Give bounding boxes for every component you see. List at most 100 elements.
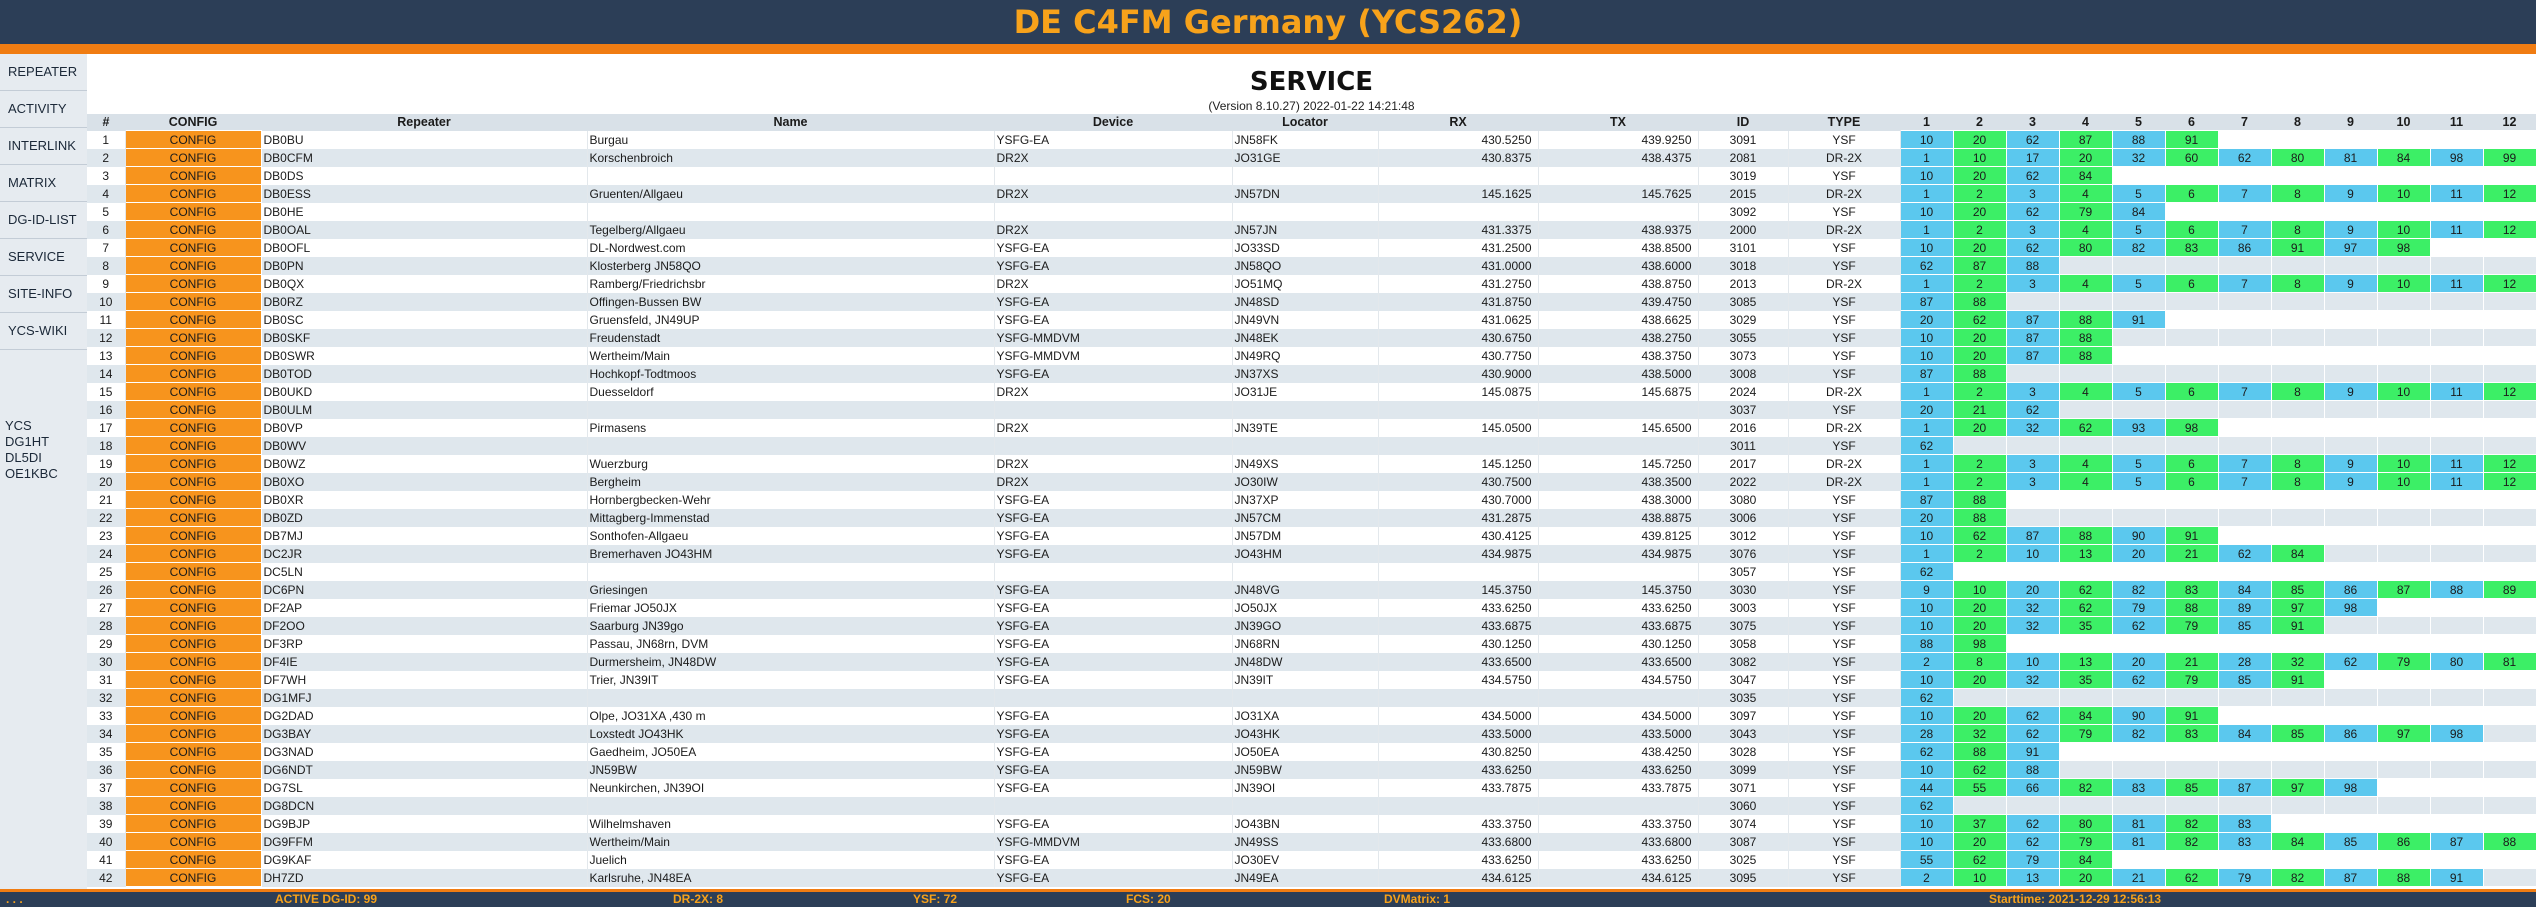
table-row: 41 CONFIG DG9KAF Juelich YSFG-EA JO30EV 433.62… (87, 850, 2536, 869)
row-number: 41 (87, 850, 126, 869)
device: YSFG-EA (994, 850, 1233, 869)
dgid-slot (2482, 418, 2536, 437)
config-button[interactable]: CONFIG (124, 310, 262, 329)
column-header: 12 (2483, 114, 2536, 131)
dgid-slot (2111, 292, 2166, 311)
config-button[interactable]: CONFIG (124, 742, 262, 761)
config-button[interactable]: CONFIG (124, 400, 262, 419)
config-button[interactable]: CONFIG (124, 418, 262, 437)
dgid-slot (2005, 292, 2060, 311)
column-header: ID (1698, 114, 1788, 131)
config-button[interactable]: CONFIG (124, 184, 262, 203)
config-button[interactable]: CONFIG (124, 130, 262, 149)
nav-ycs-wiki[interactable]: YCS-WIKI (0, 313, 87, 350)
config-button[interactable]: CONFIG (124, 148, 262, 167)
dgid-slot: 10 (1899, 706, 1954, 725)
dgid-slot (2323, 490, 2378, 509)
dgid-slot: 98 (2323, 778, 2378, 797)
config-button[interactable]: CONFIG (124, 868, 262, 887)
config-button[interactable]: CONFIG (124, 634, 262, 653)
repeater-callsign: DC6PN (261, 580, 588, 599)
status-starttime: Starttime: 2021-12-29 12:56:13 (1989, 892, 2162, 906)
dgid-slot: 20 (1952, 202, 2007, 221)
config-button[interactable]: CONFIG (124, 166, 262, 185)
config-button[interactable]: CONFIG (124, 544, 262, 563)
config-button[interactable]: CONFIG (124, 346, 262, 365)
dgid-slot (2323, 202, 2378, 221)
config-button[interactable]: CONFIG (124, 238, 262, 257)
config-button[interactable]: CONFIG (124, 328, 262, 347)
config-button[interactable]: CONFIG (124, 832, 262, 851)
dgid-slot (2058, 562, 2113, 581)
dgid-slot: 35 (2058, 670, 2113, 689)
dgid-slot: 4 (2058, 382, 2113, 401)
config-button[interactable]: CONFIG (124, 760, 262, 779)
repeater-type: YSF (1788, 814, 1901, 833)
dgid-slot: 79 (2058, 832, 2113, 851)
rx-frequency: 433.6250 (1378, 760, 1539, 779)
dgid-slot (2323, 670, 2378, 689)
config-button[interactable]: CONFIG (124, 436, 262, 455)
config-button[interactable]: CONFIG (124, 220, 262, 239)
dgid-slot: 3 (2005, 382, 2060, 401)
config-button[interactable]: CONFIG (124, 814, 262, 833)
config-button[interactable]: CONFIG (124, 382, 262, 401)
config-button[interactable]: CONFIG (124, 256, 262, 275)
config-button[interactable]: CONFIG (124, 292, 262, 311)
config-button[interactable]: CONFIG (124, 616, 262, 635)
row-number: 36 (87, 760, 126, 779)
config-button[interactable]: CONFIG (124, 274, 262, 293)
config-button[interactable]: CONFIG (124, 724, 262, 743)
table-row: 23 CONFIG DB7MJ Sonthofen-Allgaeu YSFG-EA JN5… (87, 526, 2536, 545)
config-button[interactable]: CONFIG (124, 562, 262, 581)
config-button[interactable]: CONFIG (124, 580, 262, 599)
config-button[interactable]: CONFIG (124, 508, 262, 527)
table-row: 30 CONFIG DF4IE Durmersheim, JN48DW YSFG-EA J… (87, 652, 2536, 671)
config-button[interactable]: CONFIG (124, 778, 262, 797)
config-button[interactable]: CONFIG (124, 490, 262, 509)
nav-dg-id-list[interactable]: DG-ID-LIST (0, 202, 87, 239)
config-button[interactable]: CONFIG (124, 454, 262, 473)
config-button[interactable]: CONFIG (124, 526, 262, 545)
dgid-slot (2217, 310, 2272, 329)
dgid-slot (2164, 850, 2219, 869)
config-button[interactable]: CONFIG (124, 706, 262, 725)
dgid-slot (2376, 544, 2431, 563)
dgid-slot: 21 (2164, 652, 2219, 671)
tx-frequency: 438.4250 (1538, 742, 1699, 761)
dgid-slot (2482, 850, 2536, 869)
repeater-type: YSF (1788, 292, 1901, 311)
table-header-row: # CONFIG Repeater Name Device Locator RX TX ID TY… (87, 114, 2536, 131)
config-button[interactable]: CONFIG (124, 796, 262, 815)
dgid-slot: 6 (2164, 220, 2219, 239)
dgid-slot: 4 (2058, 220, 2113, 239)
config-button[interactable]: CONFIG (124, 598, 262, 617)
dgid-slot: 88 (2482, 832, 2536, 851)
config-button[interactable]: CONFIG (124, 472, 262, 491)
repeater-type: YSF (1788, 688, 1901, 707)
nav-interlink[interactable]: INTERLINK (0, 128, 87, 165)
nav-site-info[interactable]: SITE-INFO (0, 276, 87, 313)
dgid-slot: 10 (2376, 472, 2431, 491)
config-button[interactable]: CONFIG (124, 670, 262, 689)
row-number: 22 (87, 508, 126, 527)
config-button[interactable]: CONFIG (124, 364, 262, 383)
dgid-slot: 55 (1899, 850, 1954, 869)
dgid-slot (2482, 598, 2536, 617)
dgid-slot (1952, 796, 2007, 815)
device (994, 562, 1233, 581)
nav-activity[interactable]: ACTIVITY (0, 91, 87, 128)
nav-matrix[interactable]: MATRIX (0, 165, 87, 202)
config-button[interactable]: CONFIG (124, 850, 262, 869)
nav-service[interactable]: SERVICE (0, 239, 87, 276)
table-row: 38 CONFIG DG8DCN 3060 YSF 62 (87, 796, 2536, 815)
dgid-slot (2376, 490, 2431, 509)
repeater-name: Saarburg JN39go (587, 616, 995, 635)
dgid-slot (2482, 328, 2536, 347)
config-button[interactable]: CONFIG (124, 202, 262, 221)
dgid-slot: 32 (2270, 652, 2325, 671)
nav-repeater[interactable]: REPEATER (0, 54, 87, 91)
dgid-slot (2376, 598, 2431, 617)
config-button[interactable]: CONFIG (124, 652, 262, 671)
config-button[interactable]: CONFIG (124, 688, 262, 707)
